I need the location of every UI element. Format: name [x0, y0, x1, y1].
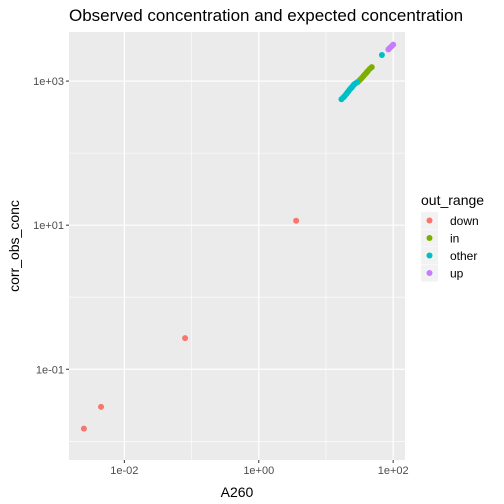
legend: out_range down in other up	[421, 192, 484, 282]
point-up-3	[390, 41, 397, 48]
y-tick-label-1: 1e+01	[33, 220, 64, 232]
x-tick-label-0: 1e-02	[110, 465, 138, 477]
x-tick-label-2: 1e+02	[378, 465, 409, 477]
y-axis: 1e-01 1e+01 1e+03	[33, 76, 69, 376]
series-down	[80, 217, 300, 432]
x-tick-label-1: 1e+00	[243, 465, 274, 477]
point-down-1	[98, 403, 105, 410]
data-points	[80, 41, 397, 432]
point-other-12	[378, 52, 385, 59]
legend-label-in: in	[450, 232, 459, 246]
grid-minor	[69, 32, 405, 460]
series-up	[385, 41, 397, 53]
legend-symbol-up	[426, 270, 433, 276]
chart-title: Observed concentration and expected conc…	[69, 6, 463, 25]
legend-title: out_range	[421, 192, 484, 208]
series-other	[338, 52, 385, 103]
point-down-2	[182, 335, 189, 342]
grid-major	[69, 32, 405, 460]
x-axis: 1e-02 1e+00 1e+02	[110, 460, 409, 477]
legend-label-down: down	[450, 214, 479, 228]
y-tick-label-0: 1e-01	[36, 364, 64, 376]
point-other-11	[354, 79, 361, 86]
legend-symbol-down	[426, 217, 433, 224]
point-down-3	[293, 217, 300, 224]
legend-label-other: other	[450, 249, 477, 263]
legend-label-up: up	[450, 267, 464, 281]
legend-symbol-other	[426, 252, 433, 259]
point-in-8	[368, 64, 375, 71]
x-axis-title: A260	[221, 484, 254, 500]
y-axis-title: corr_obs_conc	[6, 200, 22, 292]
plot-panel	[69, 32, 405, 460]
y-tick-label-2: 1e+03	[33, 76, 64, 88]
point-down-0	[80, 425, 87, 432]
legend-symbol-in	[426, 235, 433, 241]
